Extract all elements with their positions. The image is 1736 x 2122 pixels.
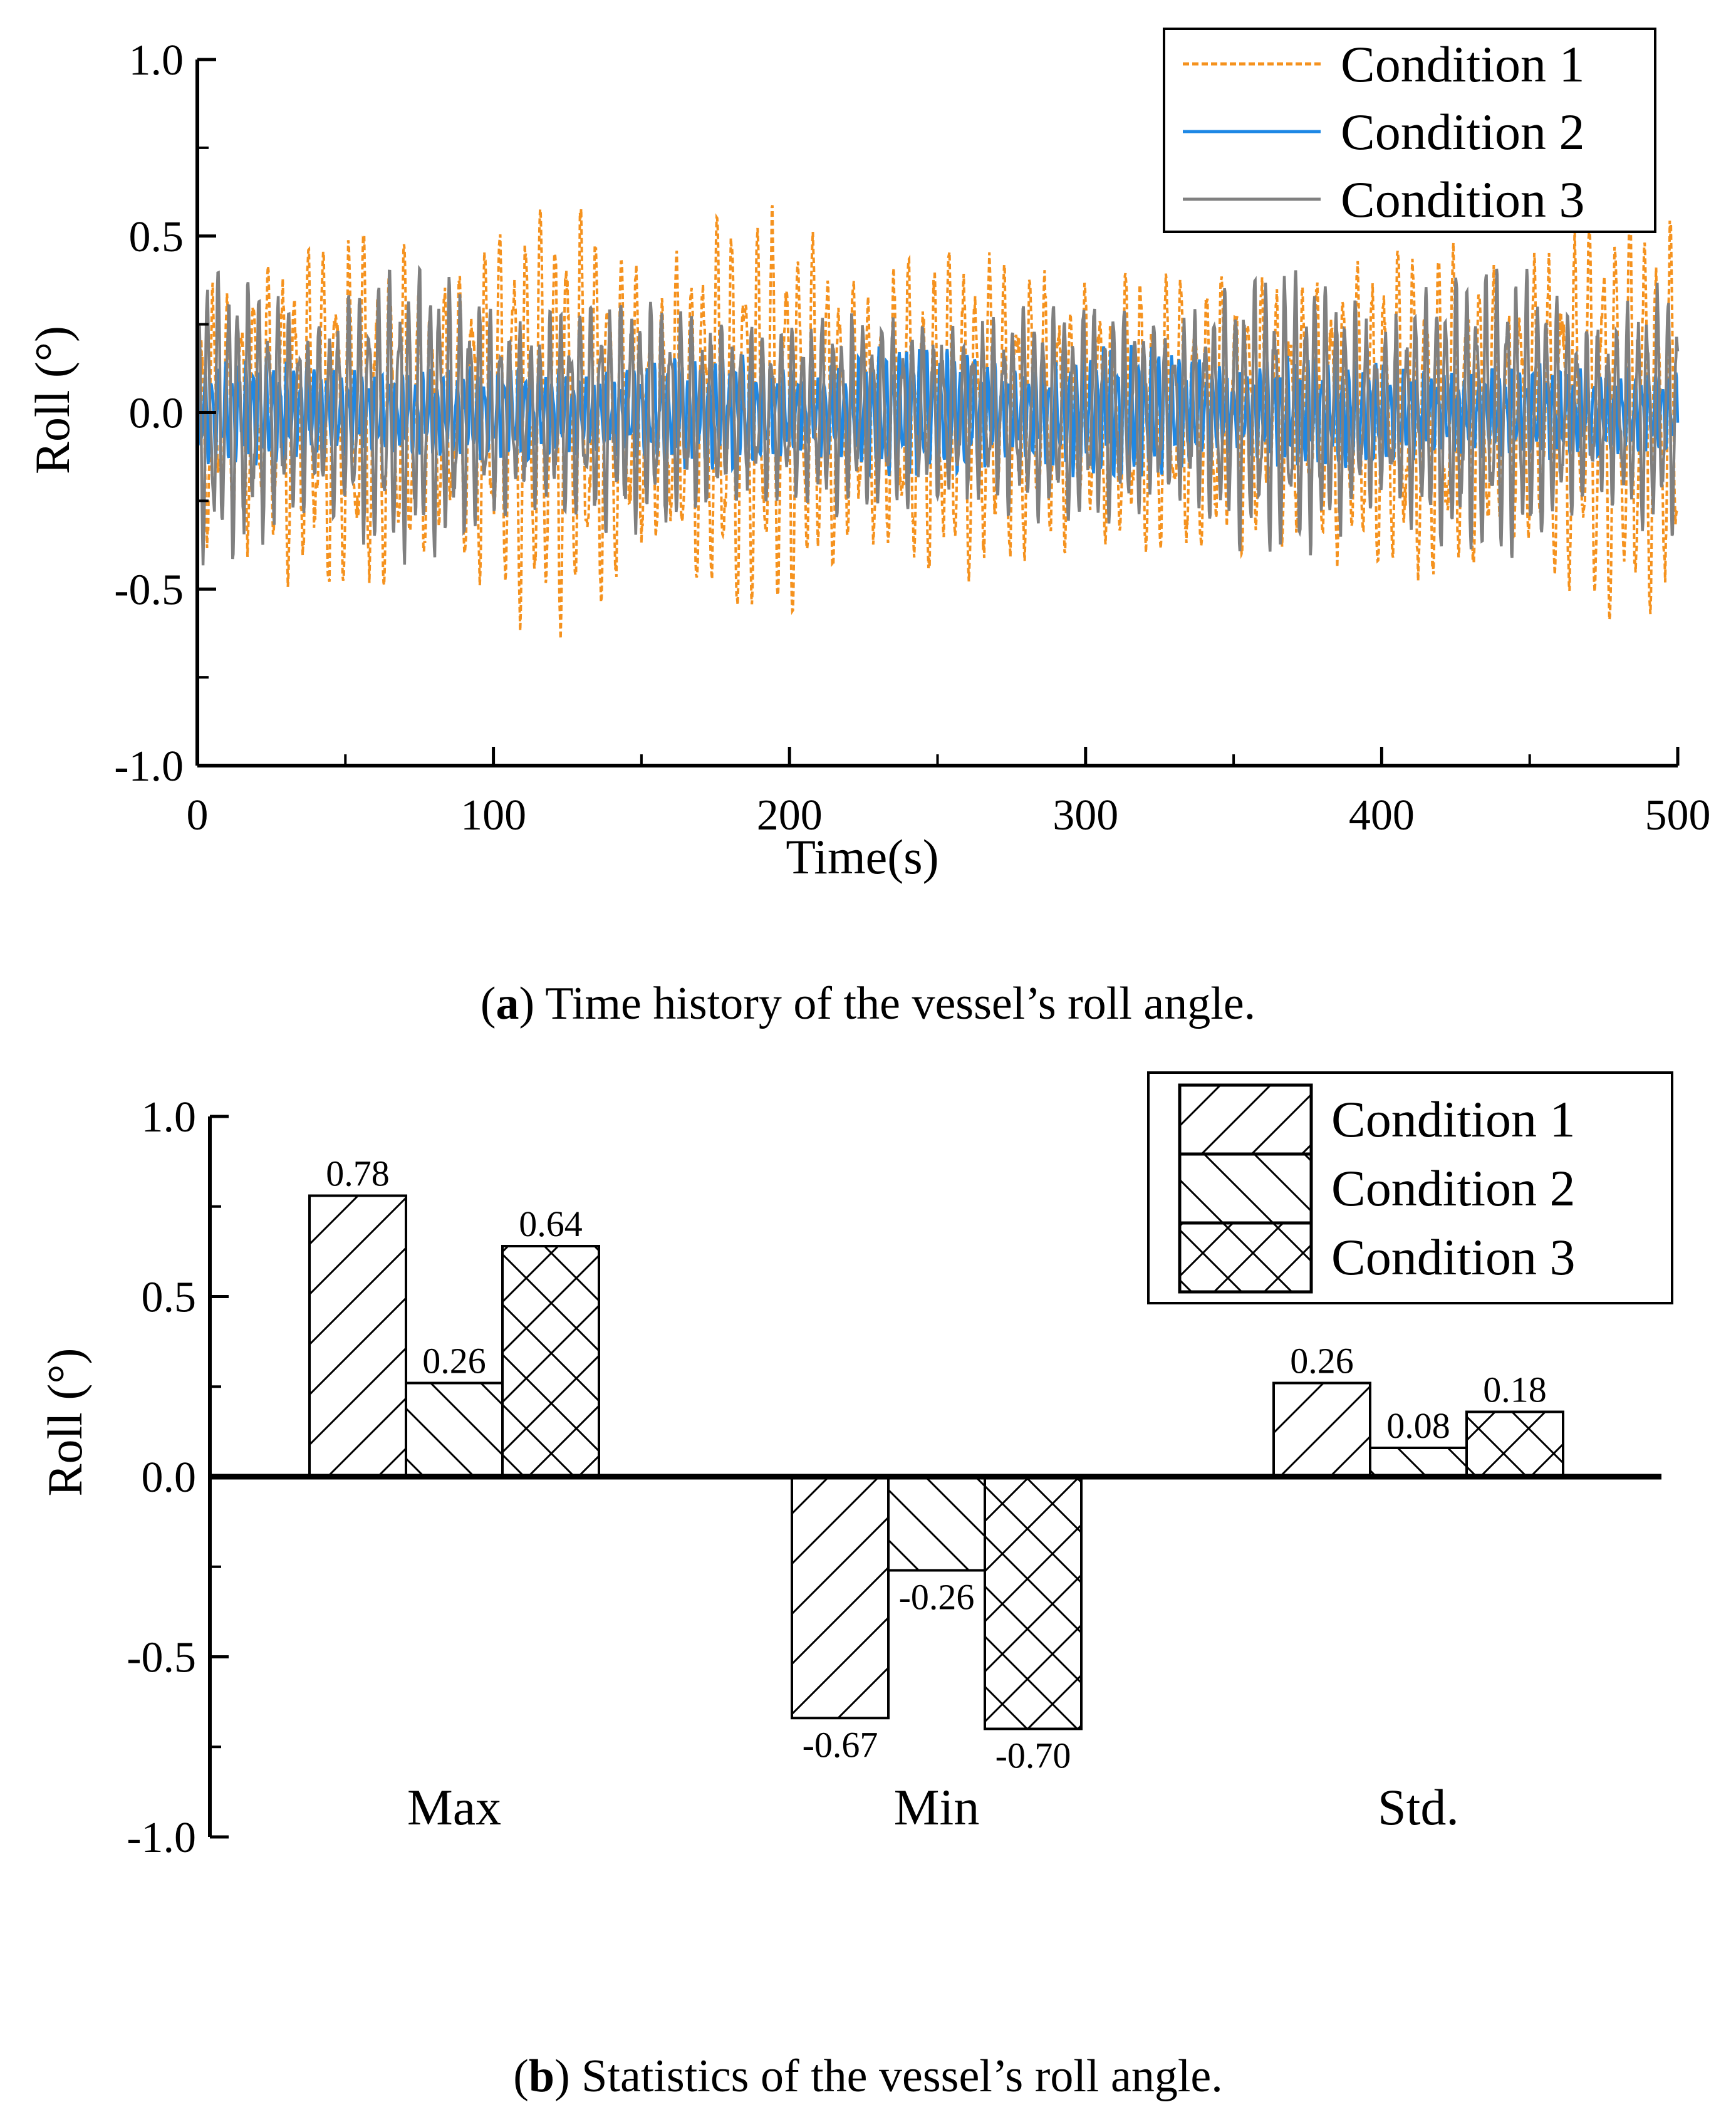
bar-min-condition-1 <box>791 1475 890 1720</box>
y-axis-title: Roll (°) <box>38 1348 92 1496</box>
roll-statistics-chart: 0.78 -0.67 0.26 0.26 -0.26 0.08 0.64 -0.70 0.18 1… <box>38 1071 1673 1862</box>
legend-label-condition-1: Condition 1 <box>1331 1091 1576 1148</box>
x-tick-label: 100 <box>460 791 526 840</box>
bar-min-condition-2 <box>887 1475 986 1572</box>
bar-std-condition-2 <box>1369 1447 1468 1478</box>
caption-a-letter: a <box>496 978 519 1029</box>
y-tick-label: 1.0 <box>129 36 184 85</box>
roll-time-history-chart: 1.0 0.5 0.0 -0.5 -1.00 100 200 300 400 500 Time(s)… <box>25 28 1711 884</box>
bar-max-condition-3 <box>501 1245 600 1478</box>
x-axis-title: Time(s) <box>786 830 938 884</box>
caption-a-text: Time history of the vessel’s roll angle. <box>534 978 1256 1029</box>
y-axis-title: Roll (°) <box>25 326 80 474</box>
y-tick-label: 0.0 <box>142 1454 197 1502</box>
legend-swatch-condition-2 <box>1178 1152 1313 1225</box>
x-tick-label: 200 <box>757 791 823 840</box>
bar-std-condition-3 <box>1465 1410 1564 1478</box>
data-label: 0.78 <box>326 1153 390 1194</box>
data-label: 0.64 <box>519 1204 583 1244</box>
x-tick-label: 300 <box>1053 791 1118 840</box>
legend-swatch-condition-3 <box>1178 1221 1313 1294</box>
y-tick-label: -1.0 <box>114 742 184 791</box>
data-label: 0.18 <box>1483 1370 1547 1410</box>
y-tick-label: -0.5 <box>114 566 184 614</box>
caption-b-letter: b <box>528 2051 555 2102</box>
category-label: Max <box>407 1779 501 1836</box>
data-label: -0.26 <box>899 1577 975 1618</box>
bar-max-condition-2 <box>405 1381 504 1478</box>
x-tick-label: 0 <box>187 791 209 840</box>
data-label: 0.26 <box>1290 1341 1354 1381</box>
legend-label-condition-2: Condition 2 <box>1341 103 1585 160</box>
category-label: Std. <box>1378 1779 1459 1836</box>
category-label: Min <box>894 1779 980 1836</box>
data-label: -0.67 <box>803 1724 878 1765</box>
caption-b: (b) Statistics of the vessel’s roll angl… <box>513 2051 1223 2102</box>
y-tick-label: 0.5 <box>129 213 184 261</box>
legend-label-condition-3: Condition 3 <box>1341 171 1585 228</box>
caption-a: (a) Time history of the vessel’s roll an… <box>480 978 1256 1029</box>
legend-label-condition-1: Condition 1 <box>1341 36 1585 93</box>
data-label: 0.08 <box>1386 1405 1450 1446</box>
bar-max-condition-1 <box>308 1194 407 1478</box>
y-tick-label: 0.5 <box>142 1274 197 1322</box>
data-label: -0.70 <box>995 1735 1071 1776</box>
x-tick-label: 500 <box>1645 791 1711 840</box>
legend-label-condition-3: Condition 3 <box>1331 1229 1576 1286</box>
x-tick-label: 400 <box>1349 791 1415 840</box>
bar-std-condition-1 <box>1272 1381 1371 1478</box>
series-line-condition-3 <box>195 264 1680 566</box>
y-tick-label: -0.5 <box>127 1634 196 1682</box>
caption-b-text: Statistics of the vessel’s roll angle. <box>569 2051 1223 2102</box>
legend-swatch-condition-1 <box>1178 1083 1313 1156</box>
y-tick-label: 1.0 <box>142 1093 197 1142</box>
y-tick-label: -1.0 <box>127 1814 196 1862</box>
y-tick-label: 0.0 <box>129 390 184 438</box>
data-label: 0.26 <box>422 1341 486 1381</box>
bar-min-condition-3 <box>984 1475 1083 1730</box>
legend-label-condition-2: Condition 2 <box>1331 1160 1576 1217</box>
